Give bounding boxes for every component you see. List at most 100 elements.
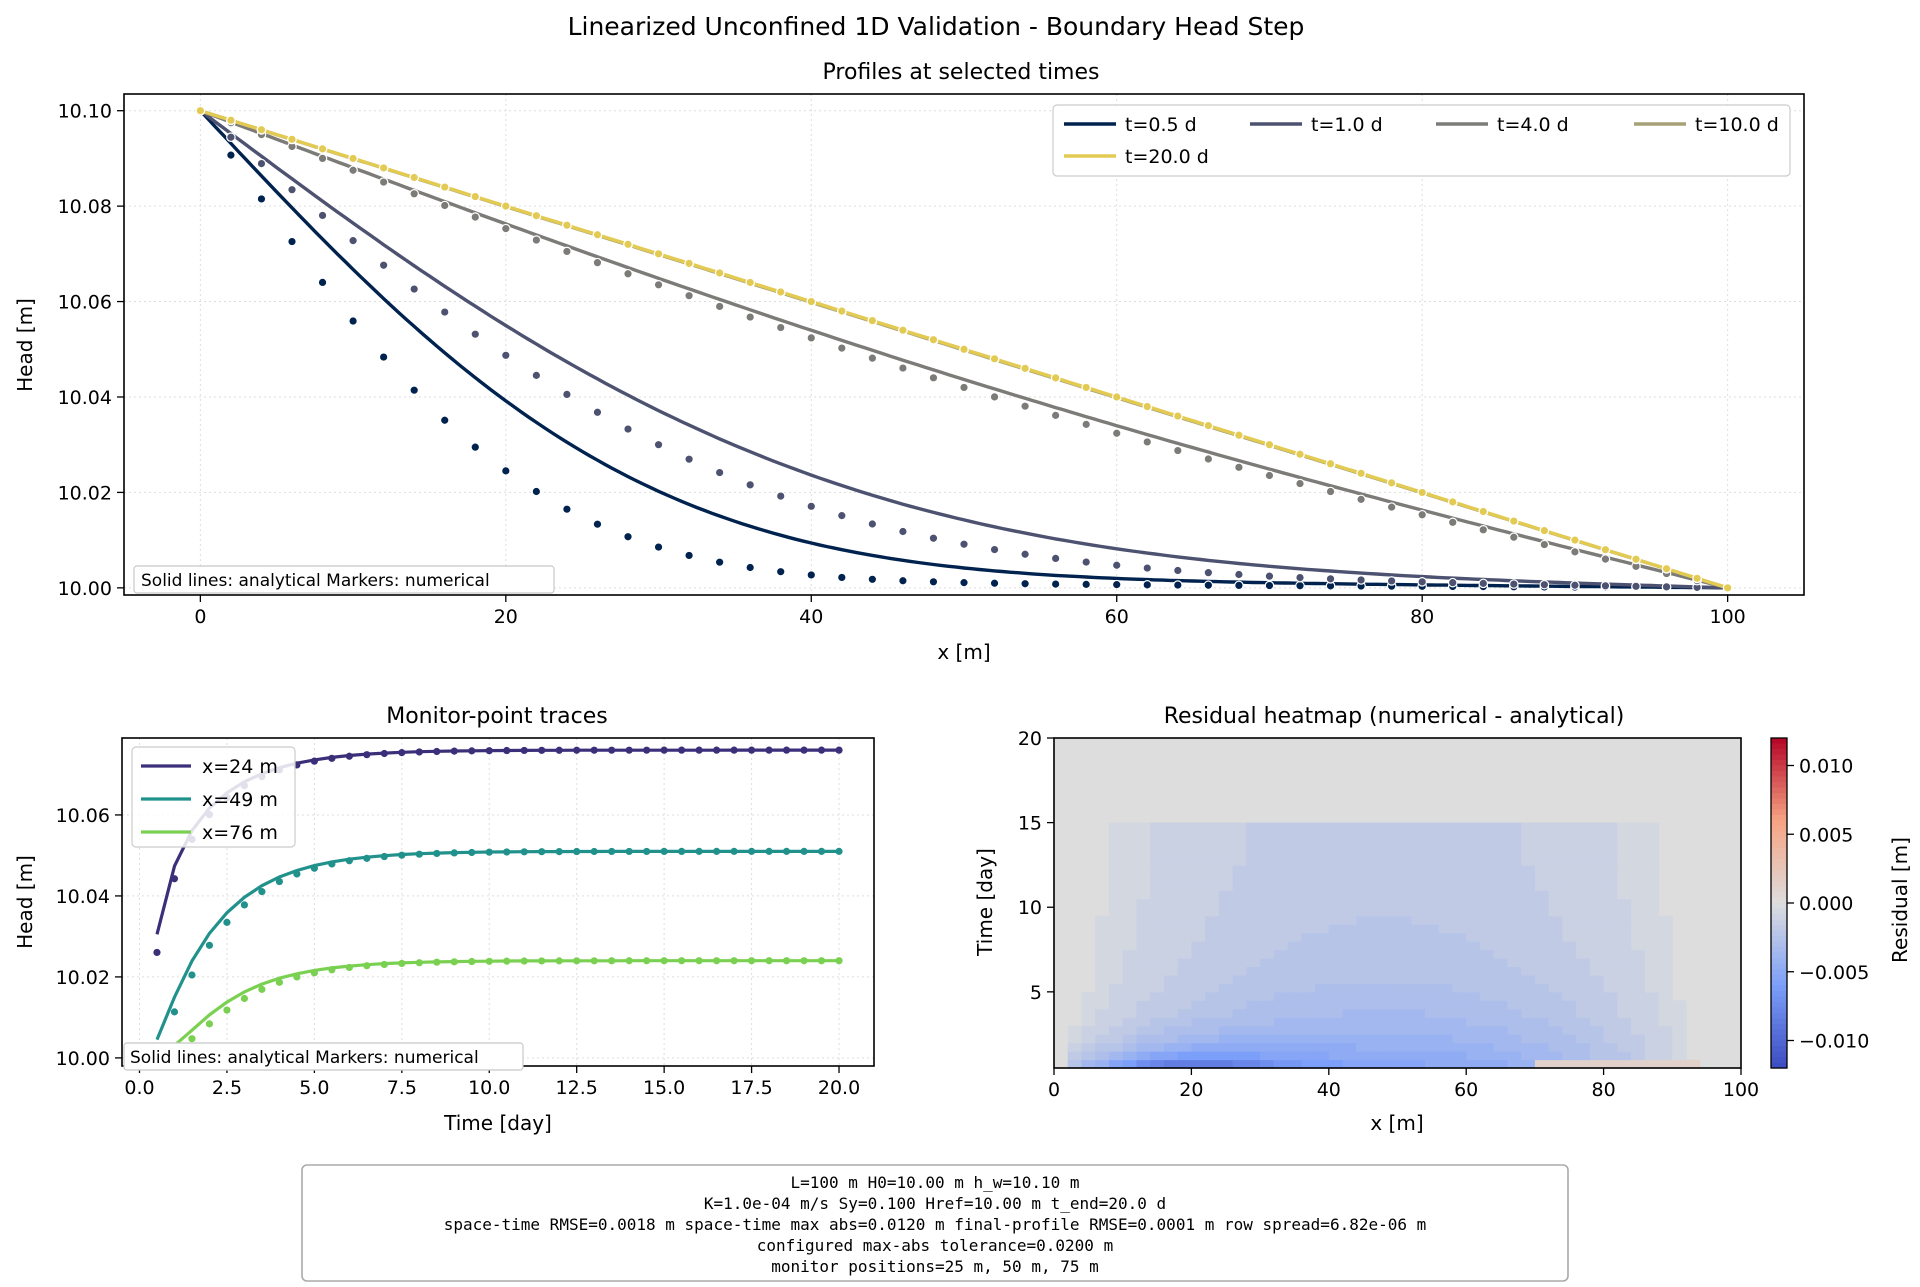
residual-cell (1150, 1000, 1165, 1010)
monitor-marker-x=24 m (643, 746, 651, 754)
profiles-marker-t=1.0 d (1509, 579, 1519, 589)
residual-cell (1479, 873, 1495, 883)
residual-cell (1273, 839, 1289, 849)
colorbar-segment (1771, 787, 1787, 794)
profiles-marker-t=1.0 d (1203, 567, 1214, 578)
residual-cell (1273, 941, 1289, 951)
residual-cell (1342, 924, 1357, 934)
profiles-marker-t=4.0 d (1386, 502, 1397, 512)
residual-cell (1150, 1059, 1165, 1069)
residual-cell (1315, 974, 1330, 984)
residual-cell (1411, 966, 1426, 976)
residual-cell (1108, 898, 1124, 908)
colorbar-tick-label: 0.010 (1799, 756, 1853, 778)
residual-cell (1534, 839, 1550, 849)
residual-cell (1466, 831, 1481, 841)
residual-cell (1287, 890, 1302, 900)
residual-cell (1108, 848, 1124, 858)
monitor-marker-x=49 m (520, 848, 528, 856)
colorbar-segment (1771, 1002, 1787, 1009)
residual-cell (1521, 881, 1536, 891)
residual-cell (1548, 848, 1563, 858)
residual-cell (1356, 831, 1371, 841)
residual-cell (1150, 848, 1165, 858)
colorbar-segment (1771, 815, 1787, 822)
monitor-x-tick-label: 12.5 (556, 1077, 598, 1099)
residual-cell (1507, 839, 1522, 849)
residual-cell (1246, 983, 1261, 993)
residual-cell (1273, 1059, 1289, 1069)
monitor-marker-x=24 m (170, 875, 179, 883)
residual-cell (1356, 839, 1371, 849)
profiles-marker-t=1.0 d (1295, 572, 1305, 583)
residual-cell (1163, 1025, 1179, 1035)
monitor-marker-x=49 m (678, 847, 686, 855)
residual-cell (1232, 873, 1247, 883)
residual-cell (1452, 1025, 1467, 1035)
residual-cell (1617, 864, 1632, 874)
residual-title: Residual heatmap (numerical - analytical… (1164, 704, 1625, 729)
residual-cell (1603, 1000, 1618, 1010)
profiles-marker-t=20.0 d (1203, 420, 1214, 431)
residual-cell (1177, 856, 1192, 866)
residual-cell (1466, 873, 1481, 883)
residual-cell (1260, 831, 1275, 841)
residual-cell (1397, 881, 1412, 891)
profiles-marker-t=20.0 d (439, 182, 450, 192)
residual-cell (1479, 1000, 1495, 1010)
profiles-marker-t=20.0 d (1295, 449, 1305, 460)
residual-cell (1521, 932, 1536, 942)
residual-cell (1452, 991, 1467, 1001)
colorbar-segment (1771, 765, 1787, 772)
residual-cell (1383, 1008, 1399, 1018)
profiles-marker-t=0.5 d (1142, 580, 1153, 590)
residual-cell (1370, 974, 1385, 984)
monitor-marker-x=49 m (205, 941, 214, 949)
profiles-marker-t=20.0 d (1570, 535, 1580, 545)
profiles-marker-t=0.5 d (1234, 580, 1244, 591)
residual-cell (1562, 958, 1577, 968)
residual-cell (1603, 1051, 1618, 1061)
residual-cell (1177, 864, 1192, 874)
residual-cell (1122, 1017, 1138, 1027)
colorbar-segment (1771, 760, 1787, 767)
residual-cell (1521, 1034, 1536, 1044)
residual-cell (1507, 1034, 1522, 1044)
residual-cell (1521, 856, 1536, 866)
profiles-marker-t=20.0 d (1417, 487, 1427, 498)
residual-cell (1438, 966, 1454, 976)
residual-cell (1136, 983, 1151, 993)
residual-cell (1260, 848, 1275, 858)
monitor-marker-x=49 m (415, 850, 423, 858)
residual-cell (1452, 1042, 1467, 1052)
monitor-marker-x=49 m (485, 848, 493, 856)
residual-cell (1108, 924, 1124, 934)
residual-cell (1452, 898, 1467, 908)
residual-cell (1328, 958, 1344, 968)
profiles-marker-t=4.0 d (928, 373, 939, 383)
residual-cell (1163, 907, 1179, 917)
residual-cell (1273, 1025, 1289, 1035)
residual-cell (1177, 949, 1192, 959)
residual-cell (1370, 1042, 1385, 1052)
residual-cell (1452, 1034, 1467, 1044)
profiles-marker-t=4.0 d (1050, 410, 1061, 421)
profiles-marker-t=1.0 d (1173, 565, 1183, 576)
residual-cell (1576, 924, 1591, 934)
monitor-marker-x=76 m (520, 957, 528, 965)
residual-cell (1356, 974, 1371, 984)
colorbar-segment (1771, 963, 1787, 970)
residual-cell (1411, 924, 1426, 934)
residual-cell (1136, 1042, 1151, 1052)
residual-cell (1122, 881, 1138, 891)
residual-cell (1411, 1042, 1426, 1052)
residual-cell (1260, 839, 1275, 849)
residual-cell (1328, 974, 1344, 984)
residual-cell (1452, 1017, 1467, 1027)
residual-cell (1328, 822, 1344, 832)
residual-cell (1507, 1051, 1522, 1061)
residual-cell (1232, 1000, 1247, 1010)
residual-cell (1218, 907, 1234, 917)
monitor-marker-x=49 m (782, 847, 791, 855)
